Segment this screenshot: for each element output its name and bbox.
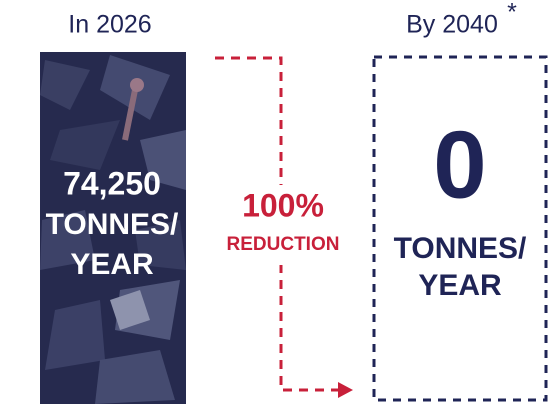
arrow-head [338,382,353,398]
reduction-percent: 100% [242,187,324,223]
right-unit: YEAR [418,269,502,302]
left-unit: TONNES/ [46,208,179,241]
left-amount: 74,250 [63,165,161,201]
target-box [372,55,548,402]
right-heading: By 2040 [406,11,498,39]
left-heading: In 2026 [68,11,151,39]
right-unit: TONNES/ [394,232,527,265]
reduction-label: REDUCTION [227,234,340,255]
left-unit: YEAR [70,248,154,281]
right-amount: 0 [433,111,486,218]
scrap-image [40,52,186,404]
label-backdrop [232,185,332,265]
footnote-mark: * [507,0,517,27]
